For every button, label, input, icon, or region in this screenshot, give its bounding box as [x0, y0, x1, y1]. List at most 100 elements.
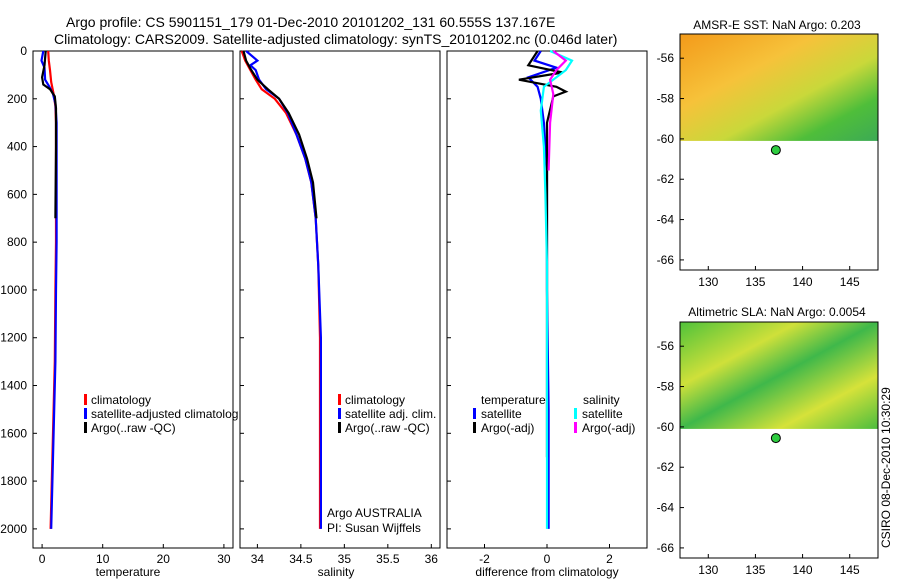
temperature-legend: climatology satellite-adjusted climatolo… [84, 393, 238, 435]
depth-tick-label: 1000 [0, 283, 27, 297]
temperature-xlabel: temperature [96, 565, 161, 579]
legend-label: climatology [91, 393, 151, 407]
lat-tick-label: -56 [657, 51, 675, 65]
lat-tick-label: -58 [657, 380, 675, 394]
difference-temperature-legend: temperature satellite Argo(-adj) [473, 393, 546, 435]
credit-text: CSIRO 08-Dec-2010 10:30:29 [879, 387, 893, 548]
x-tick-label: 34.5 [289, 552, 313, 566]
argo-position-marker [770, 433, 781, 444]
legend-heading: salinity [583, 393, 620, 407]
argo-position-marker [770, 145, 781, 156]
lon-tick-label: 140 [793, 275, 813, 289]
legend-swatch-satellite [84, 408, 87, 419]
x-tick-label: 36 [425, 552, 439, 566]
depth-tick-label: 2000 [0, 522, 27, 536]
depth-axis: 0 200 400 600 800 1000 1200 1400 1600 1800 2000 [0, 44, 451, 536]
sla-map-title: Altimetric SLA: NaN Argo: 0.0054 [688, 305, 866, 319]
legend-swatch-climatology [338, 394, 341, 405]
salinity-panel-frame [239, 50, 441, 549]
lon-tick-label: 140 [793, 563, 813, 577]
depth-tick-label: 1800 [0, 474, 27, 488]
heatmap-field [680, 322, 878, 429]
map-frame [679, 33, 879, 271]
legend-label: satellite adj. clim. [345, 407, 436, 421]
legend-swatch-climatology [84, 394, 87, 405]
lat-tick-label: -60 [657, 132, 675, 146]
legend-label: Argo(-adj) [582, 421, 635, 435]
legend-swatch-satellite [338, 408, 341, 419]
sla-map: -56 -58 -60 -62 -64 -66 130 135 140 145 [657, 321, 879, 577]
lat-tick-label: -58 [657, 92, 675, 106]
legend-label: Argo(..raw -QC) [345, 421, 430, 435]
lat-tick-label: -64 [657, 213, 675, 227]
difference-plot: -2 0 2 [479, 49, 613, 566]
heatmap-field [680, 34, 878, 141]
x-tick-label: 2 [606, 552, 613, 566]
series-line-temperature-argo [518, 50, 569, 458]
depth-tick-label: 1600 [0, 426, 27, 440]
salinity-plot: 34 34.5 35 35.5 36 [240, 50, 439, 566]
lat-tick-label: -62 [657, 460, 675, 474]
float-owner-annotation: Argo AUSTRALIA [327, 506, 422, 520]
lon-tick-label: 130 [698, 563, 718, 577]
lon-tick-label: 130 [698, 275, 718, 289]
lat-tick-label: -60 [657, 420, 675, 434]
lat-tick-label: -62 [657, 172, 675, 186]
x-tick-label: 34 [251, 552, 265, 566]
series-line-salinity-satellite [539, 49, 574, 529]
depth-tick-label: 600 [7, 187, 27, 201]
lon-tick-label: 135 [745, 275, 765, 289]
difference-xlabel: difference from climatology [475, 565, 618, 579]
salinity-legend: climatology satellite adj. clim. Argo(..… [338, 393, 436, 435]
x-tick-label: 20 [157, 552, 171, 566]
depth-tick-label: 800 [7, 235, 27, 249]
temperature-panel-frame [32, 50, 234, 549]
series-line-argo [242, 50, 318, 219]
depth-tick-label: 1200 [0, 331, 27, 345]
legend-label: Argo(-adj) [481, 421, 534, 435]
map-frame [679, 321, 879, 559]
legend-swatch-satellite [473, 408, 476, 419]
depth-tick-label: 400 [7, 140, 27, 154]
x-tick-label: 0 [39, 552, 46, 566]
float-pi-annotation: PI: Susan Wijffels [327, 521, 421, 535]
lon-tick-label: 145 [840, 275, 860, 289]
sst-map-title: AMSR-E SST: NaN Argo: 0.203 [693, 18, 861, 32]
x-tick-label: 35 [338, 552, 352, 566]
legend-swatch-satellite [574, 408, 577, 419]
series-line-argo [40, 50, 58, 219]
legend-label: satellite-adjusted climatolog [91, 407, 238, 421]
temperature-plot: 0 10 20 30 [39, 50, 231, 566]
lat-tick-label: -66 [657, 253, 675, 267]
legend-swatch-argo [574, 422, 577, 433]
legend-swatch-argo [338, 422, 341, 433]
depth-tick-label: 200 [7, 92, 27, 106]
legend-label: satellite [481, 407, 522, 421]
lon-tick-label: 145 [840, 563, 860, 577]
lat-tick-label: -66 [657, 541, 675, 555]
series-line-salinity-argo [547, 50, 568, 171]
salinity-xlabel: salinity [318, 565, 355, 579]
x-tick-label: -2 [479, 552, 490, 566]
x-tick-label: 0 [544, 552, 551, 566]
difference-salinity-legend: salinity satellite Argo(-adj) [574, 393, 635, 435]
lat-tick-label: -64 [657, 501, 675, 515]
depth-tick-label: 0 [20, 44, 27, 58]
x-tick-label: 30 [217, 552, 231, 566]
legend-swatch-argo [84, 422, 87, 433]
lat-tick-label: -56 [657, 339, 675, 353]
series-line-climatology [240, 50, 322, 529]
depth-tick-label: 1400 [0, 379, 27, 393]
header-line-2: Climatology: CARS2009. Satellite-adjuste… [54, 31, 617, 47]
series-line-satellite [245, 50, 322, 529]
legend-label: satellite [582, 407, 623, 421]
x-tick-label: 10 [96, 552, 110, 566]
legend-label: climatology [345, 393, 405, 407]
lon-tick-label: 135 [745, 563, 765, 577]
header-line-1: Argo profile: CS 5901151_179 01-Dec-2010… [66, 14, 555, 30]
x-tick-label: 35.5 [376, 552, 400, 566]
legend-label: Argo(..raw -QC) [91, 421, 176, 435]
legend-swatch-argo [473, 422, 476, 433]
sst-map: -56 -58 -60 -62 -64 -66 130 135 140 145 [657, 33, 879, 289]
